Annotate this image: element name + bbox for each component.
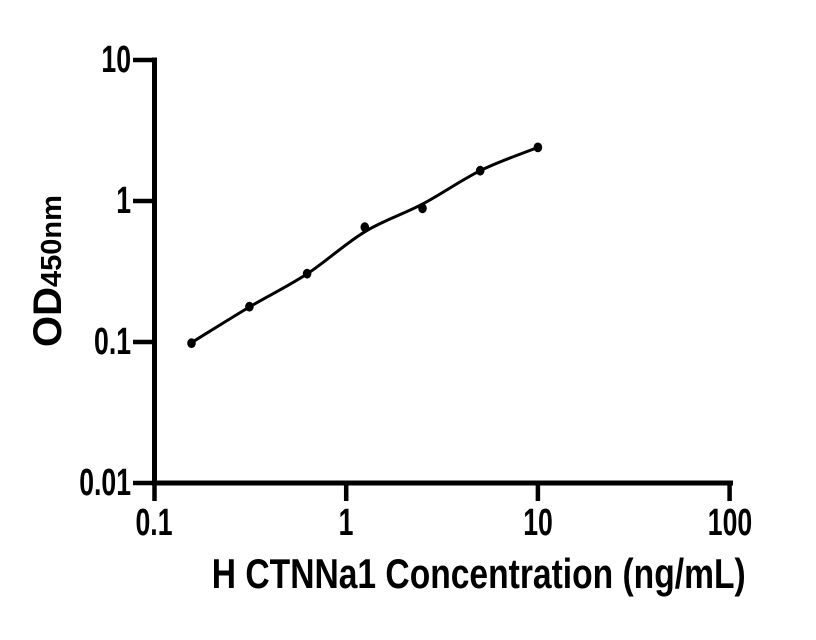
y-axis-title-main: OD (26, 286, 70, 347)
x-axis-title: H CTNNa1 Concentration (ng/mL) (211, 550, 746, 597)
x-tick-marks (152, 483, 732, 501)
x-tick-label-100: 100 (707, 502, 753, 544)
x-tick-label-0.1: 0.1 (135, 502, 173, 544)
y-axis-title: OD 450nm (18, 121, 78, 421)
data-point (187, 338, 196, 349)
x-tick-label-10: 10 (523, 502, 553, 544)
data-point (533, 142, 543, 153)
axes (133, 57, 733, 501)
data-point (475, 165, 485, 176)
fit-curve-line (190, 146, 539, 344)
data-point (245, 301, 254, 312)
data-point (418, 203, 427, 214)
x-tick-label-1: 1 (338, 502, 354, 544)
data-point (302, 268, 312, 279)
y-tick-label-0.1: 0.1 (94, 321, 131, 363)
y-axis-title-sub: 450nm (36, 195, 68, 287)
y-tick-marks (133, 57, 154, 486)
data-point (360, 222, 370, 233)
y-tick-label-0.01: 0.01 (79, 462, 131, 504)
y-tick-label-10: 10 (101, 39, 131, 81)
y-tick-label-1: 1 (116, 180, 131, 222)
data-points (187, 142, 543, 349)
